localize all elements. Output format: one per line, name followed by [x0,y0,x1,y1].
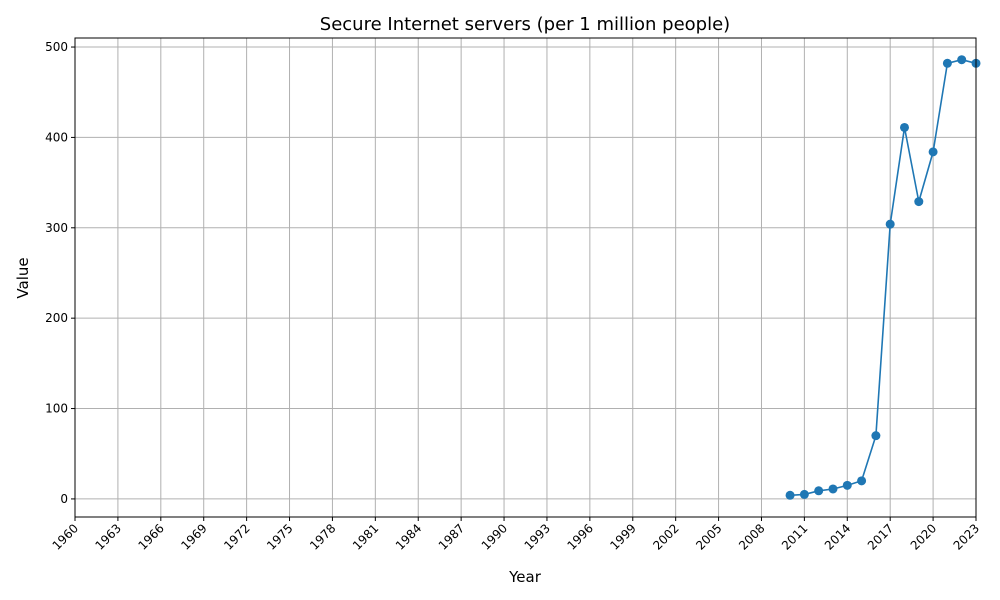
series-line [790,58,977,497]
y-axis: 0 100 200 300 400 500 [45,40,75,506]
x-tick-label: 2002 [650,521,681,552]
x-tick-label: 1960 [50,521,81,552]
x-tick-label: 1972 [221,521,252,552]
x-tick-label: 1975 [264,521,295,552]
x-tick-label: 1981 [350,521,381,552]
data-point [785,490,795,500]
x-tick-label: 2023 [951,521,982,552]
data-point [942,58,952,68]
data-point [914,197,924,207]
x-tick-label: 1996 [564,521,595,552]
x-tick-label: 2011 [779,521,810,552]
x-tick-label: 1969 [178,521,209,552]
data-point [814,486,824,496]
y-tick-label: 300 [45,221,68,235]
x-tick-label: 2014 [822,521,853,552]
x-tick-label: 2008 [736,521,767,552]
data-point [885,219,895,229]
x-axis: 1960 1963 1966 1969 1972 1975 1978 1981 1984 1987… [50,517,982,553]
x-tick-label: 1966 [135,521,166,552]
x-tick-label: 2017 [865,521,896,552]
x-tick-label: 1978 [307,521,338,552]
x-tick-label: 2020 [908,521,939,552]
chart-title: Secure Internet servers (per 1 million p… [320,14,730,35]
y-tick-label: 500 [45,40,68,54]
data-point [828,484,838,494]
data-point [857,476,867,486]
x-tick-label: 1987 [436,521,467,552]
y-axis-label: Value [14,257,32,298]
x-tick-label: 1993 [522,521,553,552]
data-point [928,147,938,157]
data-point [957,55,967,65]
x-tick-label: 1963 [93,521,124,552]
y-tick-label: 200 [45,311,68,325]
grid-lines [74,38,977,517]
data-point [871,431,881,441]
y-tick-label: 0 [60,492,68,506]
x-tick-label: 1999 [607,521,638,552]
series-group [785,55,981,500]
x-tick-label: 1990 [479,521,510,552]
y-tick-label: 100 [45,402,68,416]
x-tick-label: 2005 [693,521,724,552]
data-point [899,122,909,132]
y-tick-label: 400 [45,130,68,144]
data-point [799,489,809,499]
plot-frame [74,37,977,518]
x-axis-label: Year [508,568,542,586]
data-point [842,480,852,490]
x-tick-label: 1984 [393,521,424,552]
